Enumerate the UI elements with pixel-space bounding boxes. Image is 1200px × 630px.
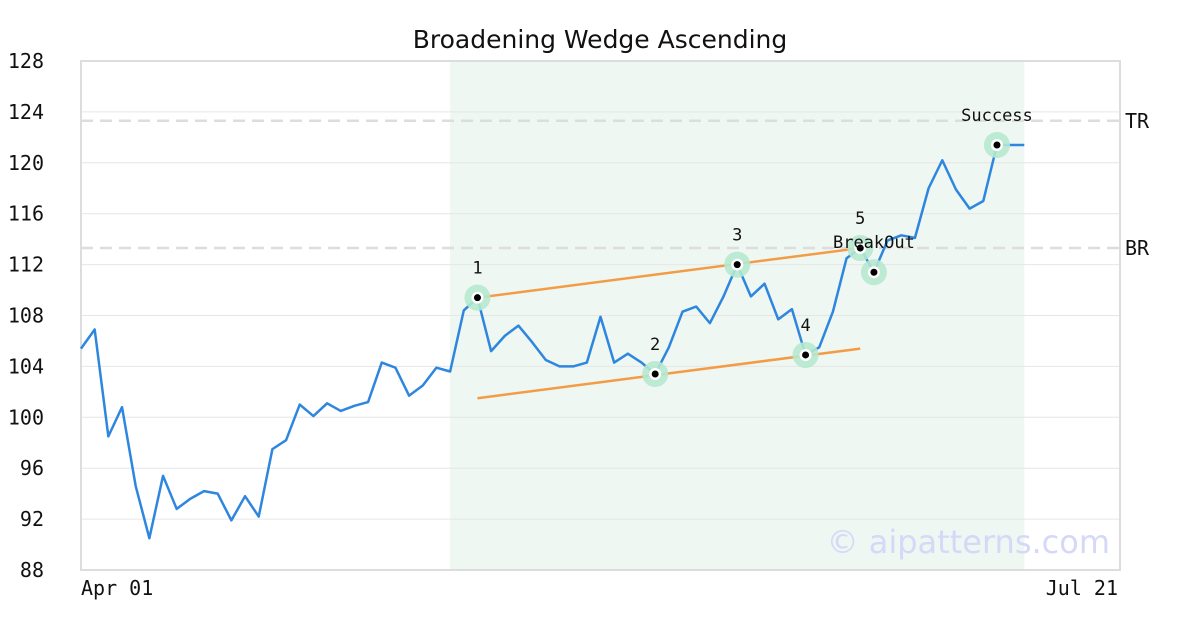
marker-dot [993, 141, 1001, 149]
marker-dot [856, 244, 864, 252]
y-tick-label: 96 [20, 456, 44, 480]
marker-dot [651, 370, 659, 378]
y-tick-label: 104 [8, 354, 44, 378]
watermark: © aipatterns.com [827, 523, 1110, 561]
trendline [477, 246, 861, 299]
y-tick-label: 88 [20, 558, 44, 582]
y-tick-label: 120 [8, 151, 44, 175]
y-tick-label: 100 [8, 405, 44, 429]
y-tick-label: 124 [8, 100, 44, 124]
level-label: TR [1125, 109, 1150, 133]
x-tick-label: Jul 21 [1046, 576, 1118, 600]
pivot-label: 4 [800, 316, 810, 336]
price-line [79, 143, 1025, 540]
marker-dot [870, 268, 878, 276]
pivot-label: 3 [732, 226, 742, 246]
marker-dot [802, 351, 810, 359]
pivot-label: 5 [855, 209, 865, 229]
y-tick-label: 128 [8, 49, 44, 73]
event-label: BreakOut [833, 233, 915, 253]
y-tick-label: 116 [8, 202, 44, 226]
chart-title: Broadening Wedge Ascending [413, 25, 788, 54]
marker-dot [473, 294, 481, 302]
y-tick-label: 92 [20, 507, 44, 531]
pivot-label: 1 [472, 259, 482, 279]
y-tick-label: 108 [8, 304, 44, 328]
pivot-label: 2 [650, 335, 660, 355]
marker-dot [733, 261, 741, 269]
x-tick-label: Apr 01 [81, 576, 153, 600]
event-label: Success [961, 106, 1033, 126]
level-label: BR [1125, 236, 1150, 260]
plot-frame [80, 60, 1121, 571]
y-tick-label: 112 [8, 253, 44, 277]
